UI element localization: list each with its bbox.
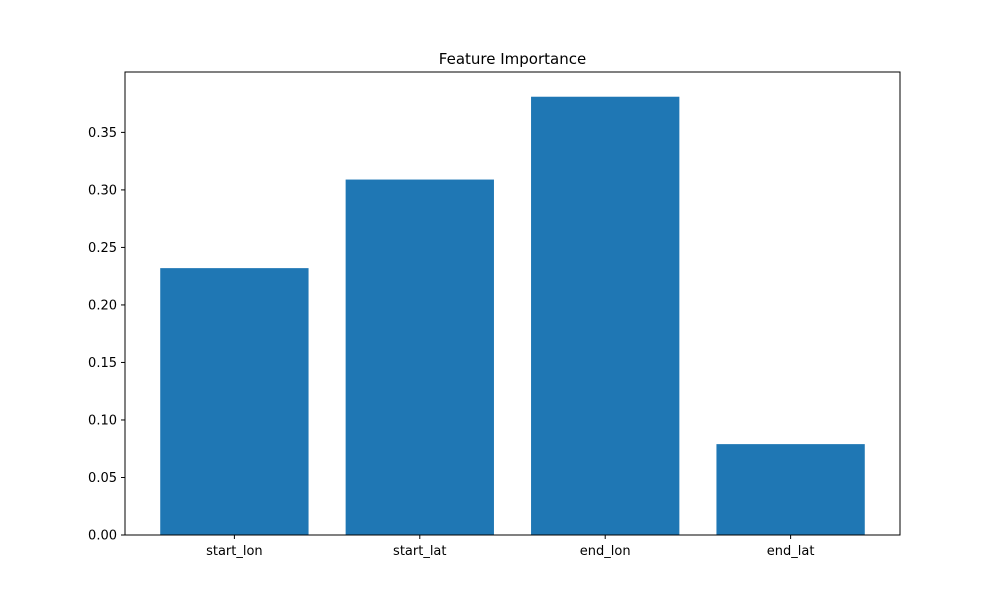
y-tick-label: 0.10 <box>88 413 117 428</box>
x-tick-label: end_lon <box>580 544 631 559</box>
bar-end_lon <box>531 96 680 535</box>
bar-start_lon <box>160 268 309 535</box>
bars-layer <box>160 96 865 536</box>
x-tick-label: start_lat <box>393 544 446 559</box>
y-tick-label: 0.20 <box>88 298 117 313</box>
bar-end_lat <box>716 444 865 535</box>
bar-start_lat <box>345 179 494 536</box>
y-tick-label: 0.35 <box>88 126 117 141</box>
y-axis: 0.00 0.05 0.10 0.15 0.20 0.25 0.30 0.35 <box>88 126 125 544</box>
plot-frame <box>124 71 901 536</box>
y-tick-label: 0.15 <box>88 356 117 371</box>
x-axis: start_lon start_lat end_lon end_lat <box>206 535 814 559</box>
y-tick-label: 0.30 <box>88 183 117 198</box>
y-tick-label: 0.25 <box>88 241 117 256</box>
y-tick-label: 0.00 <box>88 529 117 544</box>
chart-title: Feature Importance <box>439 50 586 68</box>
x-tick-label: end_lat <box>767 544 815 559</box>
x-tick-label: start_lon <box>206 544 263 559</box>
y-tick-label: 0.05 <box>88 471 117 486</box>
